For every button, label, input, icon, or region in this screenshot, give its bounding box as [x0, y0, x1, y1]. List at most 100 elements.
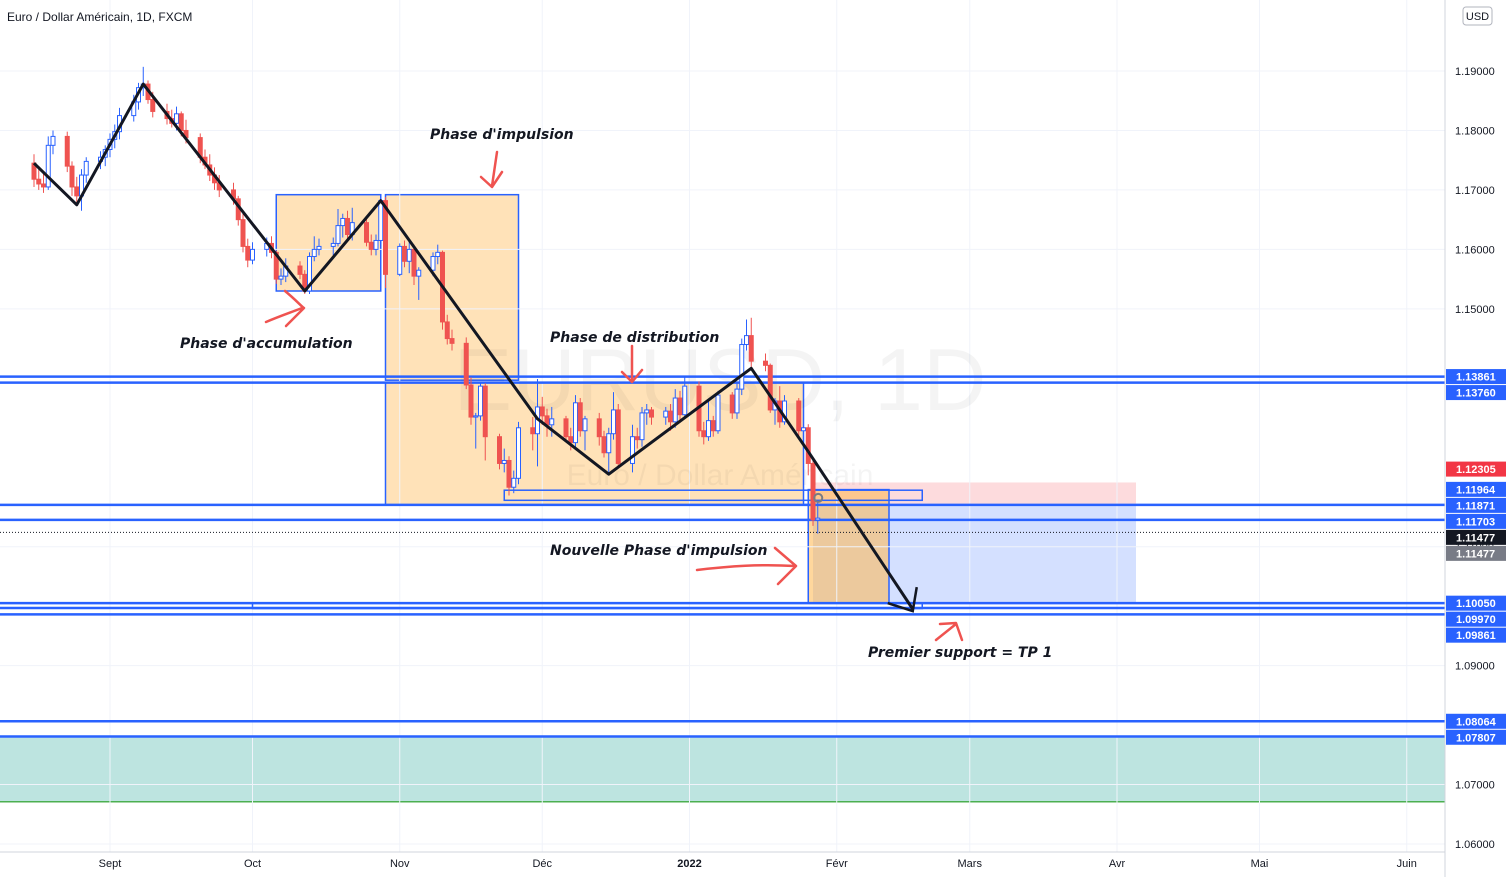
label-nouvelle-phase-impulsion: Nouvelle Phase d'impulsion	[550, 543, 767, 559]
price-badge-label: 1.08064	[1456, 716, 1497, 728]
candle	[478, 385, 483, 417]
candle	[416, 269, 422, 277]
candle	[763, 360, 768, 366]
candle	[411, 248, 417, 277]
watermark-name: Euro / Dollar Américain	[567, 459, 874, 492]
candle	[672, 397, 678, 423]
label-phase-impulsion: Phase d'impulsion	[430, 127, 574, 143]
x-tick-label: 2022	[677, 858, 701, 870]
price-badge-label: 1.11477	[1456, 548, 1495, 560]
projection-path[interactable]	[806, 450, 915, 610]
candle	[69, 165, 75, 188]
candle	[568, 436, 574, 444]
price-badge-label: 1.11703	[1456, 516, 1495, 528]
price-badge	[1446, 627, 1506, 643]
swing-path[interactable]	[32, 82, 810, 476]
x-tick-label: Déc	[532, 858, 552, 870]
candle	[45, 144, 51, 188]
candle	[430, 256, 436, 271]
candle	[468, 384, 474, 418]
support-rect[interactable]	[251, 602, 923, 610]
price-badge	[1446, 481, 1506, 497]
marker-circle	[813, 492, 824, 503]
candle	[516, 427, 521, 479]
candle	[682, 385, 688, 416]
candle	[335, 225, 341, 244]
candle	[630, 436, 635, 464]
price-badge	[1446, 513, 1506, 529]
candle	[482, 385, 488, 438]
candle	[563, 418, 569, 438]
price-badge-label: 1.07807	[1456, 732, 1496, 744]
candle	[506, 459, 512, 488]
candle	[74, 186, 80, 197]
arrow-new-impulse	[695, 546, 798, 586]
price-badge-label: 1.09861	[1456, 630, 1496, 642]
price-badge	[1446, 729, 1506, 745]
candle	[634, 436, 640, 441]
candle	[739, 344, 745, 390]
candle	[250, 248, 255, 261]
candle	[601, 436, 607, 454]
position-risk-zone[interactable]	[813, 482, 1136, 506]
label-phase-accumulation: Phase d'accumulation	[180, 336, 353, 352]
label-premier-support: Premier support = TP 1	[868, 645, 1052, 661]
price-badge	[1446, 385, 1506, 401]
candle	[311, 248, 317, 258]
y-tick-label: 1.16000	[1455, 244, 1495, 256]
candle	[668, 410, 673, 423]
candle	[364, 222, 369, 243]
arrow-impulse	[479, 150, 504, 189]
x-tick-label: Oct	[244, 858, 261, 870]
candle	[278, 275, 284, 280]
candle	[706, 420, 711, 438]
candle	[83, 160, 89, 176]
candle	[316, 245, 322, 250]
candle	[406, 248, 412, 262]
y-tick-label: 1.09000	[1455, 661, 1495, 673]
x-tick-label: Juin	[1397, 858, 1417, 870]
candle	[815, 517, 821, 521]
candle	[663, 410, 669, 418]
candle	[644, 409, 650, 414]
price-badge-label: 1.10050	[1456, 598, 1496, 610]
price-badge	[1446, 595, 1506, 611]
candle	[596, 418, 602, 438]
candle	[767, 364, 773, 411]
candle	[497, 436, 502, 464]
arrow-support	[934, 621, 964, 642]
candle	[402, 245, 407, 262]
y-tick-label: 1.19000	[1455, 66, 1495, 78]
price-badge	[1446, 611, 1506, 627]
candle	[297, 265, 303, 275]
y-tick-label: 1.17000	[1455, 185, 1495, 197]
candle	[397, 245, 403, 275]
candle	[435, 251, 441, 258]
candle	[511, 477, 517, 488]
candle	[615, 409, 621, 464]
candle	[539, 406, 545, 417]
price-badge-label: 1.13760	[1456, 388, 1496, 400]
candle	[530, 427, 536, 435]
candle	[330, 242, 336, 247]
price-badge-label: 1.11477	[1456, 532, 1495, 544]
candle	[710, 420, 716, 432]
price-badge	[1446, 713, 1506, 729]
candle	[36, 178, 42, 185]
currency-button[interactable]	[1462, 6, 1493, 26]
price-badge-label: 1.11964	[1456, 484, 1496, 496]
candle	[573, 402, 578, 444]
label-phase-distribution: Phase de distribution	[550, 330, 719, 346]
arrow-distribution	[620, 344, 644, 384]
range-rect[interactable]	[503, 489, 923, 502]
candle	[178, 113, 184, 131]
y-tick-label: 1.07000	[1455, 780, 1495, 792]
candle	[729, 394, 735, 414]
candle	[549, 418, 555, 426]
x-tick-label: Mars	[958, 858, 983, 870]
candle	[240, 219, 246, 247]
candle	[611, 409, 616, 435]
candle	[463, 342, 469, 386]
candle	[345, 217, 350, 236]
